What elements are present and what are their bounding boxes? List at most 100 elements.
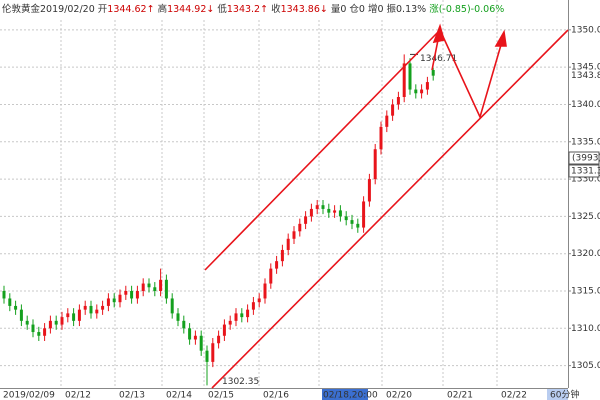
y-tick-label: 1315.00 [571,287,600,297]
candle-body [408,63,412,90]
field-arrow: ↑ [260,4,268,15]
candle-body [37,332,41,336]
candle-body [2,291,6,299]
forecast-arrow-path [431,27,504,120]
field-value: 1343.86 [281,4,320,15]
candle-body [135,291,139,299]
candle-body [420,89,424,94]
y-tick-label: 1350.00 [571,25,600,35]
candle-body [118,294,122,303]
candle-body [356,223,360,228]
candle-body [124,291,128,295]
stat: 仓0 [349,3,365,15]
y-tick-label: 1310.00 [571,324,600,334]
candle-body [48,320,52,329]
date: 2019/02/20 [40,4,95,15]
candle-body [141,283,145,291]
cursor-price-box [568,164,600,178]
candle-body [402,63,406,97]
right-axis: 1305.00 1310.00 1315.00 1320.00 1325.00 1330.… [568,25,600,371]
cursor-count-box [568,151,600,165]
instrument-name: 伦敦黄金 [2,3,41,15]
y-tick-label: 1320.00 [571,249,600,259]
candle-body [83,305,87,310]
candle-body [309,208,313,217]
candle-body [350,220,354,224]
y-tick-label: 1340.00 [571,100,600,110]
candle-body [298,223,302,232]
high-annotation: 1346.71 [420,54,457,64]
x-tick-label: 02/20 [386,391,412,400]
stat: 增0 [368,3,384,15]
candle-body [199,335,203,351]
x-tick-label: 02/16 [263,391,289,400]
field-value: 1344.62 [107,4,146,15]
candle-body [147,283,151,288]
candle-body [72,313,76,321]
candle-body [112,298,116,303]
candle-body [367,179,371,202]
candle-body [176,313,180,321]
candle-body [414,89,418,94]
candle-body [170,298,174,314]
candle-body [164,279,168,299]
trend-lines [204,23,569,389]
x-tick-label: 02/13 [119,391,145,400]
candle-body [246,309,250,318]
field-value: 1344.92 [167,4,206,15]
x-tick-label: 02/14 [166,391,192,400]
field-label: 低 [217,3,227,15]
candle-body [217,335,221,344]
candle-body [19,309,23,321]
candle-body [321,205,325,209]
x-axis: 2019/02/09 02/12 02/13 02/14 02/15 02/16 02/18… [3,389,579,400]
candle-body [391,104,395,116]
candle-body [269,268,273,284]
stat: 量0 [331,4,347,15]
candle-body [333,210,337,213]
header: 伦敦黄金2019/02/20 开1344.62↑ 高1344.92↓ 低1343.2↑… [0,0,504,18]
header-bg [0,0,400,18]
candle-body [396,97,400,105]
x-tick-label: 02/21 [447,391,473,400]
candle-body [275,261,279,269]
candle-body [31,324,35,333]
candle-body [344,216,348,221]
field-arrow: ↓ [206,4,214,15]
candle-body [234,313,238,321]
candle-body [280,249,284,262]
candle-body [315,205,319,209]
candle-body [159,279,163,291]
y-tick-label: 1345.00 [571,63,600,73]
candle-body [211,343,215,362]
candle-body [362,201,366,228]
candle-body [101,305,105,310]
cursor-price: 1331.30 [571,167,600,177]
candle-body [304,216,308,224]
grid [0,0,568,388]
field-arrow: ↓ [320,4,328,15]
arrow-head [432,23,446,44]
candle-body [43,328,47,336]
low-annotation: 1302.35 [222,377,259,387]
candle-body [228,320,232,325]
upper-channel-line [204,29,441,271]
y-tick-label: 1335.00 [571,137,600,147]
candle-body [193,335,197,340]
candle-body [431,69,435,76]
candle-body [60,317,64,325]
candle-body [373,149,377,180]
candle-body [54,320,58,325]
lower-channel-line [211,29,569,389]
cursor-count: (3993) [572,154,600,164]
candles: 1346.71 1302.35 [2,53,457,387]
candle-body [95,309,99,314]
candle-body [106,298,110,306]
candle-body [25,320,29,325]
x-tick-label: 02/15 [208,391,234,400]
candle-body [292,231,296,239]
candle-body [14,305,18,310]
candle-body [257,298,261,303]
